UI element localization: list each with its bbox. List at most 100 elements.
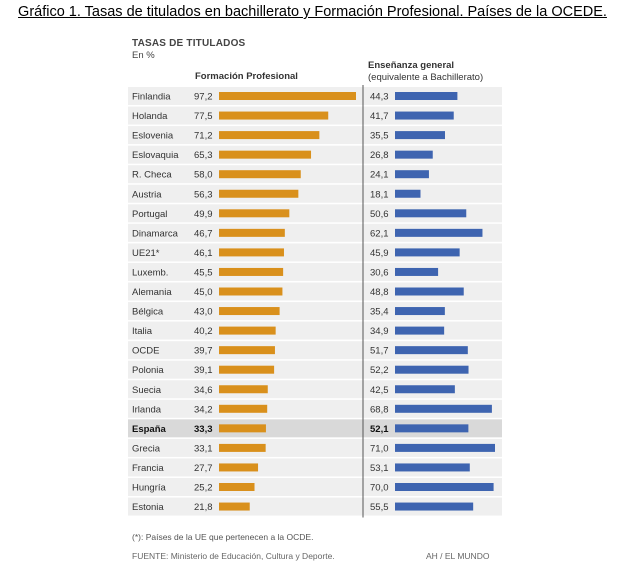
- category-label: Alemania: [132, 287, 172, 298]
- bar-vocational: [219, 385, 268, 394]
- bar-general: [395, 150, 433, 159]
- value-label-general: 52,2: [370, 365, 389, 376]
- source-note: FUENTE: Ministerio de Educación, Cultura…: [132, 551, 335, 561]
- row-background: [128, 243, 502, 262]
- category-label: Grecia: [132, 443, 161, 454]
- row-background: [128, 458, 502, 477]
- bar-general: [395, 131, 445, 140]
- value-label-general: 30,6: [370, 267, 389, 278]
- chart-unit: En %: [132, 50, 155, 61]
- row-background: [128, 380, 502, 399]
- category-label: Dinamarca: [132, 228, 179, 239]
- value-label-vocational: 49,9: [194, 209, 213, 220]
- value-label-general: 35,4: [370, 307, 389, 318]
- bar-vocational: [219, 267, 284, 276]
- value-label-vocational: 58,0: [194, 170, 213, 181]
- value-label-general: 48,8: [370, 287, 389, 298]
- value-label-vocational: 46,7: [194, 228, 213, 239]
- bar-vocational: [219, 443, 266, 452]
- bar-vocational: [219, 92, 356, 100]
- bar-vocational: [219, 209, 290, 218]
- category-label: Polonia: [132, 365, 164, 376]
- bar-vocational: [219, 170, 301, 179]
- category-label: España: [132, 424, 167, 435]
- bar-general: [395, 443, 495, 452]
- bar-vocational: [219, 404, 268, 413]
- value-label-general: 24,1: [370, 170, 389, 181]
- category-label: OCDE: [132, 346, 159, 357]
- category-label: Estonia: [132, 502, 164, 513]
- bar-vocational: [219, 346, 275, 355]
- value-label-vocational: 39,7: [194, 346, 213, 357]
- category-label: UE21*: [132, 248, 160, 259]
- value-label-vocational: 21,8: [194, 502, 213, 513]
- bar-general: [395, 189, 421, 198]
- bar-general: [395, 404, 492, 413]
- value-label-general: 26,8: [370, 150, 389, 161]
- value-label-vocational: 46,1: [194, 248, 213, 259]
- value-label-general: 52,1: [370, 424, 389, 435]
- row-background: [128, 321, 502, 340]
- category-label: Finlandia: [132, 92, 171, 103]
- figure-title: Gráfico 1. Tasas de titulados en bachill…: [18, 4, 607, 20]
- value-label-vocational: 40,2: [194, 326, 213, 337]
- bar-vocational: [219, 365, 275, 374]
- bar-general: [395, 92, 458, 100]
- value-label-general: 53,1: [370, 463, 389, 474]
- value-label-general: 18,1: [370, 189, 389, 200]
- bar-general: [395, 346, 468, 355]
- bar-general: [395, 111, 454, 120]
- bar-general: [395, 502, 474, 511]
- value-label-vocational: 71,2: [194, 131, 213, 142]
- value-label-general: 51,7: [370, 346, 389, 357]
- value-label-general: 71,0: [370, 443, 389, 454]
- bar-general: [395, 170, 429, 179]
- value-label-general: 34,9: [370, 326, 389, 337]
- bar-general: [395, 385, 455, 394]
- row-background: [128, 282, 502, 301]
- row-background: [128, 302, 502, 321]
- footnote: (*): Países de la UE que pertenecen a la…: [132, 532, 314, 542]
- category-label: Italia: [132, 326, 153, 337]
- value-label-general: 44,3: [370, 92, 389, 103]
- value-label-general: 50,6: [370, 209, 389, 220]
- value-label-vocational: 33,1: [194, 443, 213, 454]
- bar-vocational: [219, 248, 284, 257]
- category-label: Hungría: [132, 483, 167, 494]
- bar-vocational: [219, 189, 299, 198]
- bar-vocational: [219, 287, 283, 296]
- category-label: Portugal: [132, 209, 167, 220]
- value-label-general: 41,7: [370, 111, 389, 122]
- value-label-vocational: 45,5: [194, 267, 213, 278]
- credit-note: AH / EL MUNDO: [426, 551, 490, 561]
- bar-general: [395, 307, 445, 316]
- series-general-header: Enseñanza general: [368, 60, 455, 71]
- value-label-general: 68,8: [370, 404, 389, 415]
- value-label-vocational: 27,7: [194, 463, 213, 474]
- category-label: Suecia: [132, 385, 162, 396]
- category-label: Eslovaquia: [132, 150, 179, 161]
- value-label-vocational: 39,1: [194, 365, 213, 376]
- bar-vocational: [219, 150, 312, 159]
- category-label: R. Checa: [132, 170, 172, 181]
- bar-general: [395, 424, 469, 433]
- row-background: [128, 165, 502, 184]
- bar-vocational: [219, 111, 329, 120]
- bar-general: [395, 287, 464, 296]
- category-label: Austria: [132, 189, 162, 200]
- category-label: Francia: [132, 463, 164, 474]
- row-background: [128, 223, 502, 242]
- value-label-general: 70,0: [370, 483, 389, 494]
- bar-general: [395, 267, 439, 276]
- chart-title: TASAS DE TITULADOS: [132, 38, 246, 49]
- bar-general: [395, 365, 469, 374]
- row-background: [128, 145, 502, 164]
- bar-general: [395, 483, 494, 491]
- value-label-vocational: 34,2: [194, 404, 213, 415]
- labels: Finlandia 97,2 44,3 Holanda 77,5 41,7 Esloveni…: [132, 92, 389, 514]
- bar-general: [395, 209, 467, 218]
- bar-vocational: [219, 326, 276, 335]
- series-general-subtitle: (equivalente a Bachillerato): [368, 72, 484, 83]
- value-label-general: 45,9: [370, 248, 389, 259]
